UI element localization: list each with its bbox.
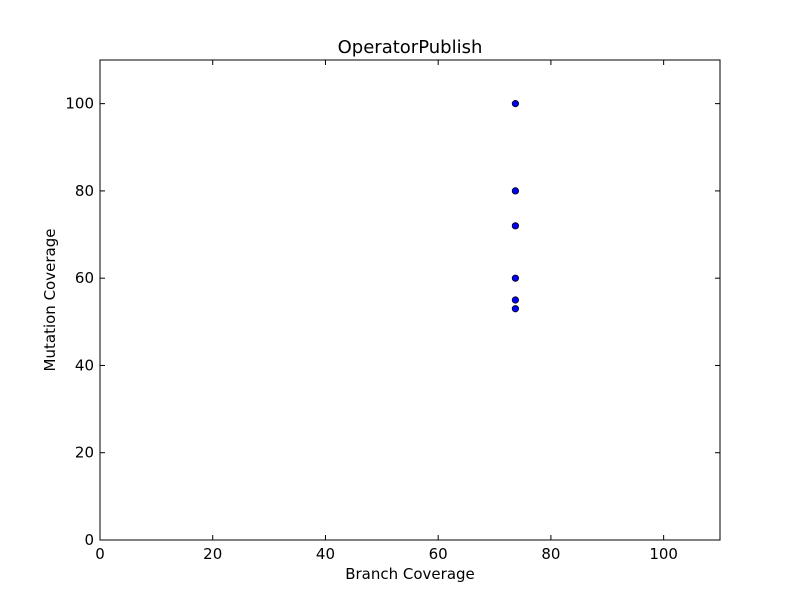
x-tick-label: 40 [316, 545, 335, 563]
x-axis-label: Branch Coverage [345, 565, 475, 583]
data-points [511, 100, 520, 313]
scatter-point [511, 296, 520, 304]
chart-title: OperatorPublish [338, 37, 483, 58]
scatter-point [511, 222, 520, 230]
y-tick-label: 60 [75, 269, 94, 287]
y-tick-label: 40 [75, 356, 94, 374]
x-tick-label: 20 [203, 545, 222, 563]
plot-frame [99, 59, 721, 541]
y-tick-label: 80 [75, 182, 94, 200]
scatter-point [511, 187, 520, 195]
plot-area [99, 59, 721, 541]
scatter-point [511, 274, 520, 282]
x-tick-label: 80 [541, 545, 560, 563]
y-tick-label: 100 [65, 95, 94, 113]
y-axis-label: Mutation Coverage [41, 229, 59, 372]
x-tick-label: 0 [95, 545, 105, 563]
y-tick-label: 0 [84, 531, 94, 549]
x-axis: 0 20 40 60 80 100 [95, 60, 678, 563]
scatter-point [511, 100, 520, 108]
x-tick-label: 100 [649, 545, 678, 563]
y-tick-label: 20 [75, 444, 94, 462]
y-axis: 0 20 40 60 80 100 [65, 95, 720, 549]
x-tick-label: 60 [429, 545, 448, 563]
scatter-point [511, 305, 520, 313]
